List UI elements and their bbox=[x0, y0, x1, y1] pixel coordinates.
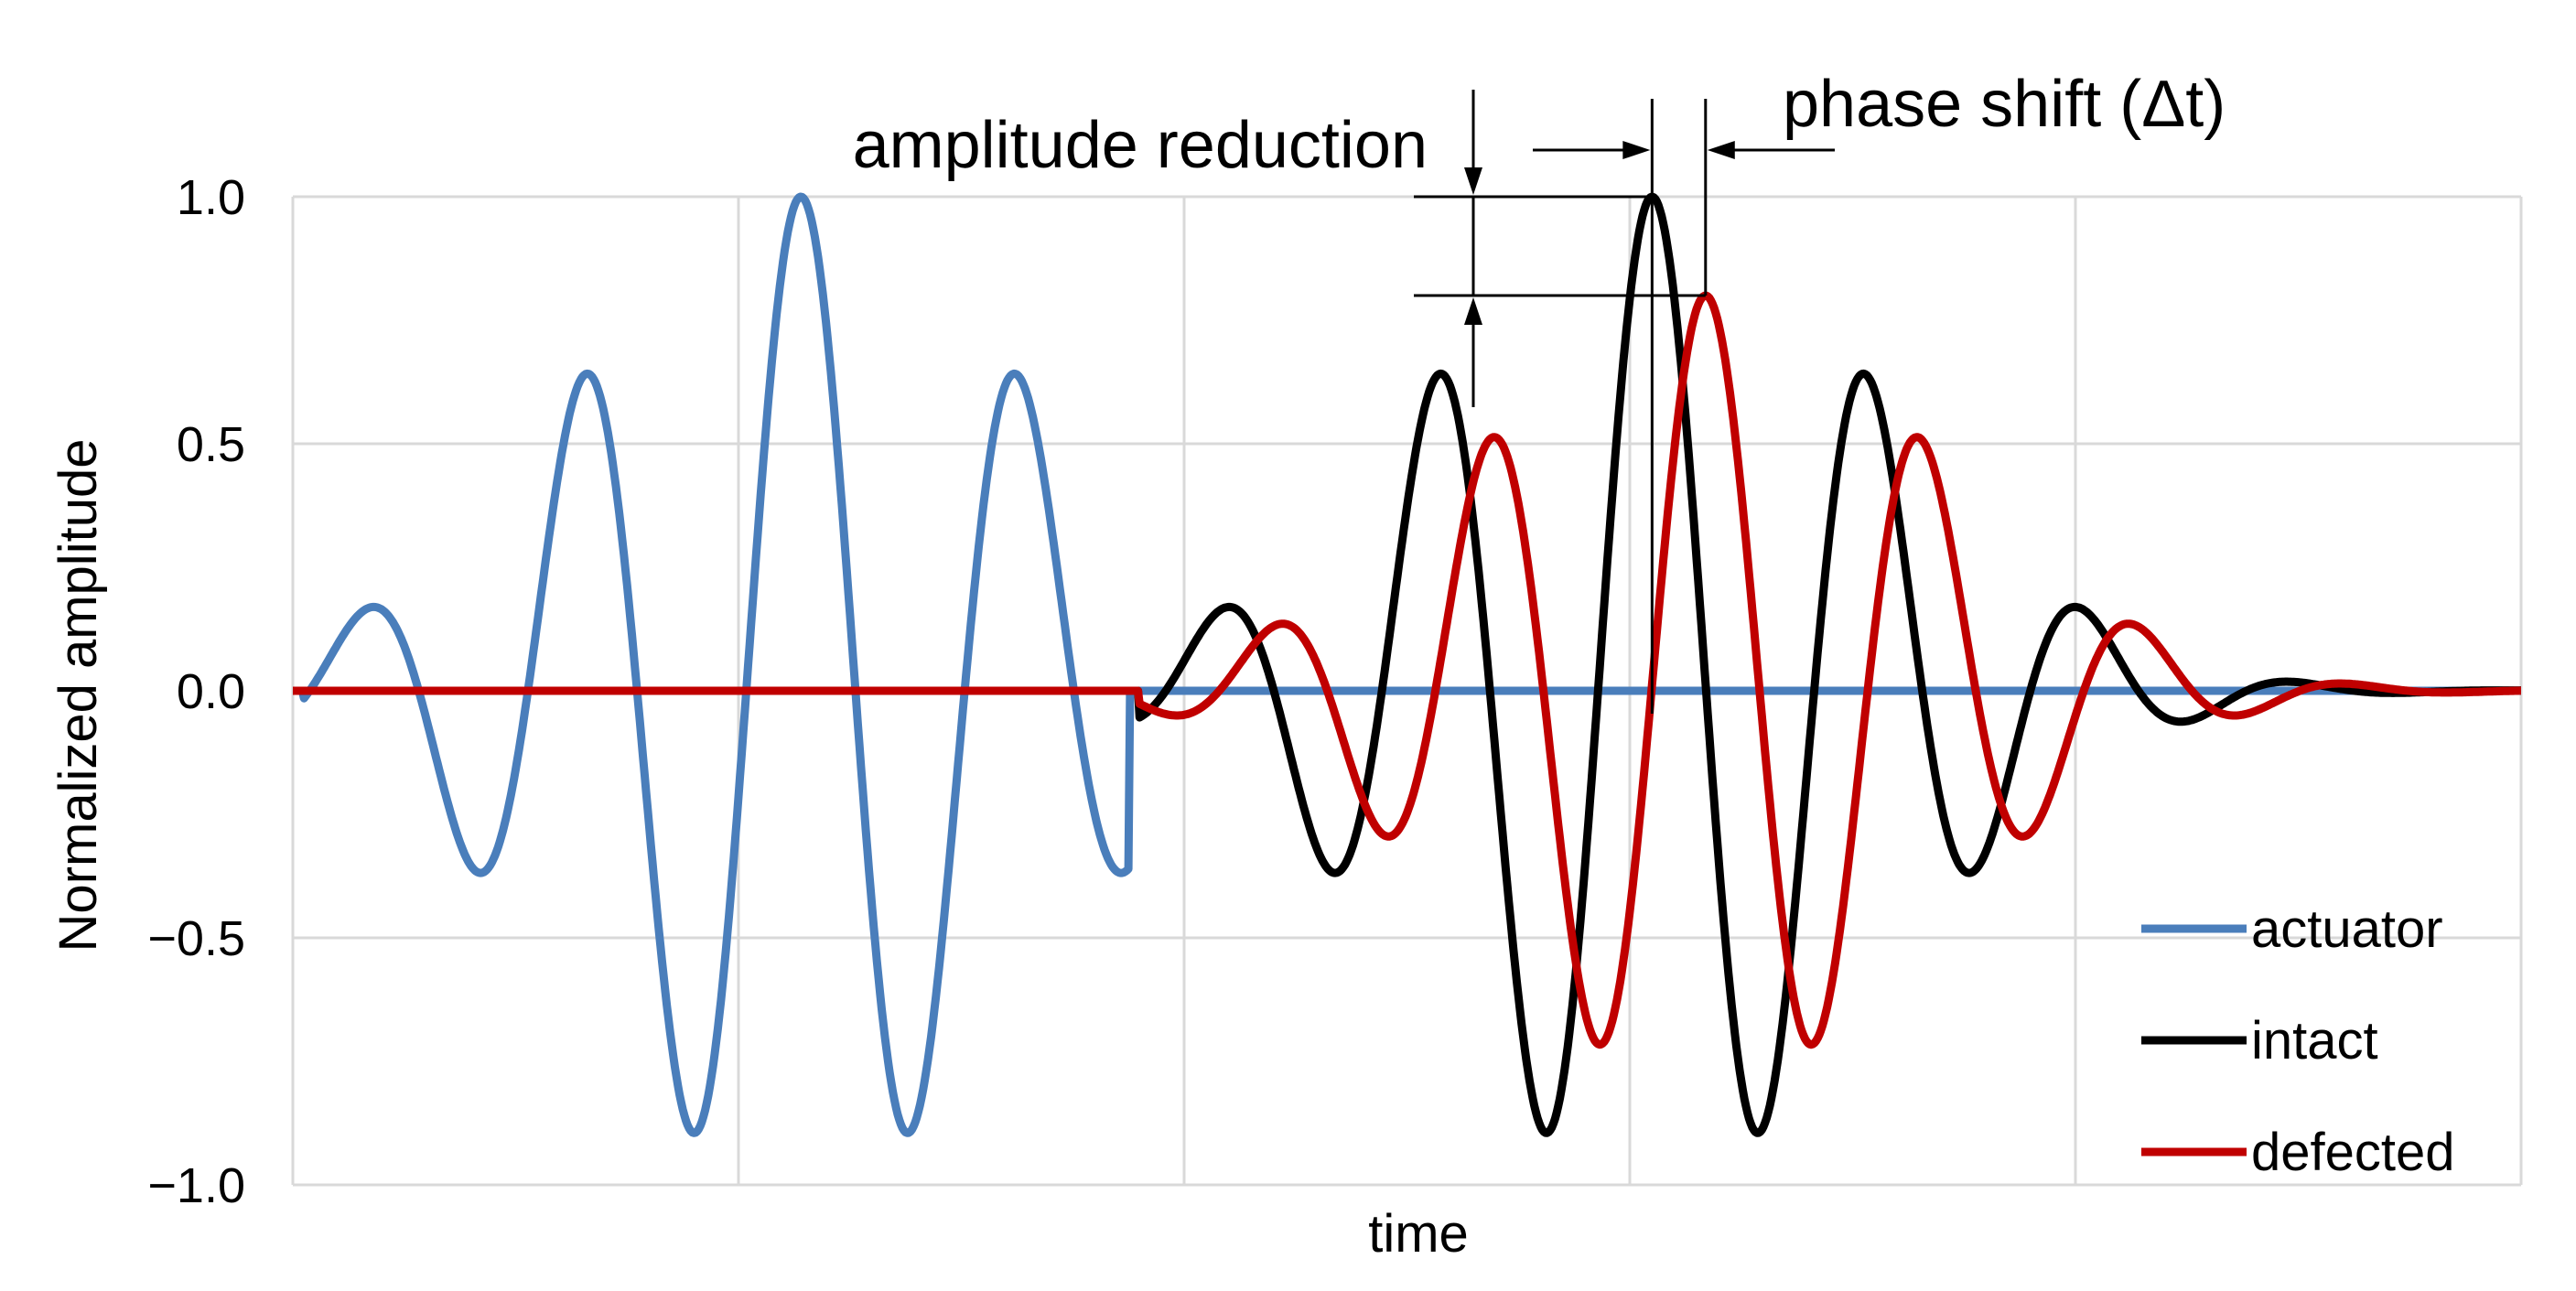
phase-arrowhead-left bbox=[1707, 141, 1735, 159]
legend-label-defected: defected bbox=[2251, 1123, 2455, 1182]
legend-label-intact: intact bbox=[2251, 1011, 2378, 1070]
amplitude-reduction-label: amplitude reduction bbox=[853, 109, 1428, 182]
series-line-defected bbox=[290, 291, 2524, 1049]
y-tick-label: −1.0 bbox=[147, 1158, 245, 1213]
y-tick-label: 0.0 bbox=[177, 664, 245, 719]
legend: actuator intact defected bbox=[2141, 899, 2455, 1182]
y-axis-ticks: 1.0 0.5 0.0 −0.5 −1.0 bbox=[147, 170, 245, 1213]
y-tick-label: 0.5 bbox=[177, 417, 245, 472]
y-axis-label: Normalized amplitude bbox=[49, 439, 108, 952]
phase-shift-label: phase shift (Δt) bbox=[1783, 68, 2226, 141]
series-line-intact bbox=[290, 192, 2524, 1137]
x-axis-label: time bbox=[1368, 1204, 1469, 1264]
amp-arrowhead-up bbox=[1464, 297, 1482, 325]
series-line-actuator bbox=[290, 192, 2524, 1137]
annotations: amplitude reduction phase shift (Δt) bbox=[853, 68, 2226, 714]
series-lines bbox=[290, 192, 2524, 1137]
y-tick-label: 1.0 bbox=[177, 170, 245, 225]
phase-arrowhead-right bbox=[1622, 141, 1651, 159]
amp-arrowhead-down bbox=[1464, 167, 1482, 195]
y-tick-label: −0.5 bbox=[147, 911, 245, 966]
legend-label-actuator: actuator bbox=[2251, 899, 2443, 959]
